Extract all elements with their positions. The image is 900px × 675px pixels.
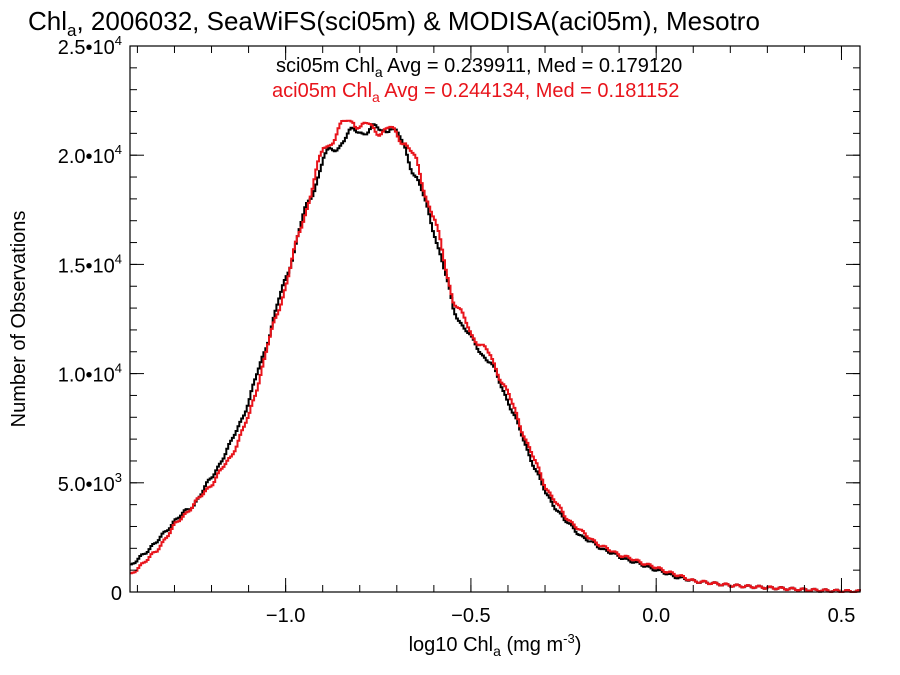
x-axis-label-superscript: -3 <box>563 631 575 646</box>
x-axis-label-main: log10 Chl <box>409 634 494 656</box>
plot-area: −1.0 −0.5 0.0 0.505.0•1031.0•1041.5•1042.0•… <box>58 33 861 627</box>
legend-entry-sci05m-rest: Avg = 0.239911, Med = 0.179120 <box>383 55 683 77</box>
chart-title-rest: , 2006032, SeaWiFS(sci05m) & MODISA(aci0… <box>76 6 759 36</box>
legend-entry-sci05m-subscript: a <box>375 64 383 80</box>
legend-entry-aci05m: aci05m Chla Avg = 0.244134, Med = 0.1811… <box>272 80 679 105</box>
y-tick-label: 1.5•104 <box>58 251 122 277</box>
x-tick-label: −0.5 <box>451 605 490 627</box>
ticks-layer: −1.0 −0.5 0.0 0.505.0•1031.0•1041.5•1042.0•… <box>58 33 860 627</box>
x-axis-label-close: ) <box>575 634 582 656</box>
y-tick-exponent: 4 <box>115 142 122 157</box>
legend-entry-sci05m: sci05m Chla Avg = 0.239911, Med = 0.1791… <box>276 55 682 80</box>
legend-entry-aci05m-rest: Avg = 0.244134, Med = 0.181152 <box>380 80 680 102</box>
plot-frame <box>129 45 861 593</box>
y-tick-mantissa: 2.5•10 <box>58 37 115 59</box>
x-axis-label: log10 Chla (mg m-3) <box>409 631 582 659</box>
y-tick-mantissa: 1.5•10 <box>58 255 115 277</box>
legend-entry-aci05m-subscript: a <box>372 89 380 105</box>
y-tick-mantissa: 0 <box>111 583 122 605</box>
series-line-sci05m <box>130 123 861 593</box>
y-tick-label: 5.0•103 <box>58 470 122 496</box>
series-sci05m <box>130 123 861 593</box>
x-tick-label: −1.0 <box>266 605 305 627</box>
y-tick-exponent: 4 <box>115 33 122 48</box>
y-tick-label: 2.0•104 <box>58 142 122 168</box>
y-tick-label: 0 <box>111 583 122 605</box>
legend: sci05m Chla Avg = 0.239911, Med = 0.1791… <box>272 55 682 105</box>
y-tick-exponent: 3 <box>115 470 122 485</box>
y-tick-label: 1.0•104 <box>58 361 122 387</box>
y-axis-label: Number of Observations <box>8 211 30 428</box>
x-tick-label: 0.5 <box>828 605 856 627</box>
y-tick-mantissa: 5.0•10 <box>58 474 115 496</box>
x-axis-label-subscript: a <box>493 643 501 659</box>
series-line-aci05m <box>130 119 861 593</box>
series-aci05m <box>130 119 861 593</box>
chart-title: Chla, 2006032, SeaWiFS(sci05m) & MODISA(… <box>28 6 760 40</box>
y-tick-label: 2.5•104 <box>58 33 122 59</box>
x-axis-label-units: (mg m <box>501 634 563 656</box>
legend-entry-aci05m-main: aci05m Chl <box>272 80 372 102</box>
y-tick-mantissa: 2.0•10 <box>58 146 115 168</box>
x-tick-label: 0.0 <box>642 605 670 627</box>
y-tick-mantissa: 1.0•10 <box>58 365 115 387</box>
chart-title-main: Chl <box>28 6 67 36</box>
chart-title-subscript: a <box>67 21 77 40</box>
y-tick-exponent: 4 <box>115 251 122 266</box>
y-tick-exponent: 4 <box>115 361 122 376</box>
series-layer <box>130 119 861 593</box>
legend-entry-sci05m-main: sci05m Chl <box>276 55 375 77</box>
